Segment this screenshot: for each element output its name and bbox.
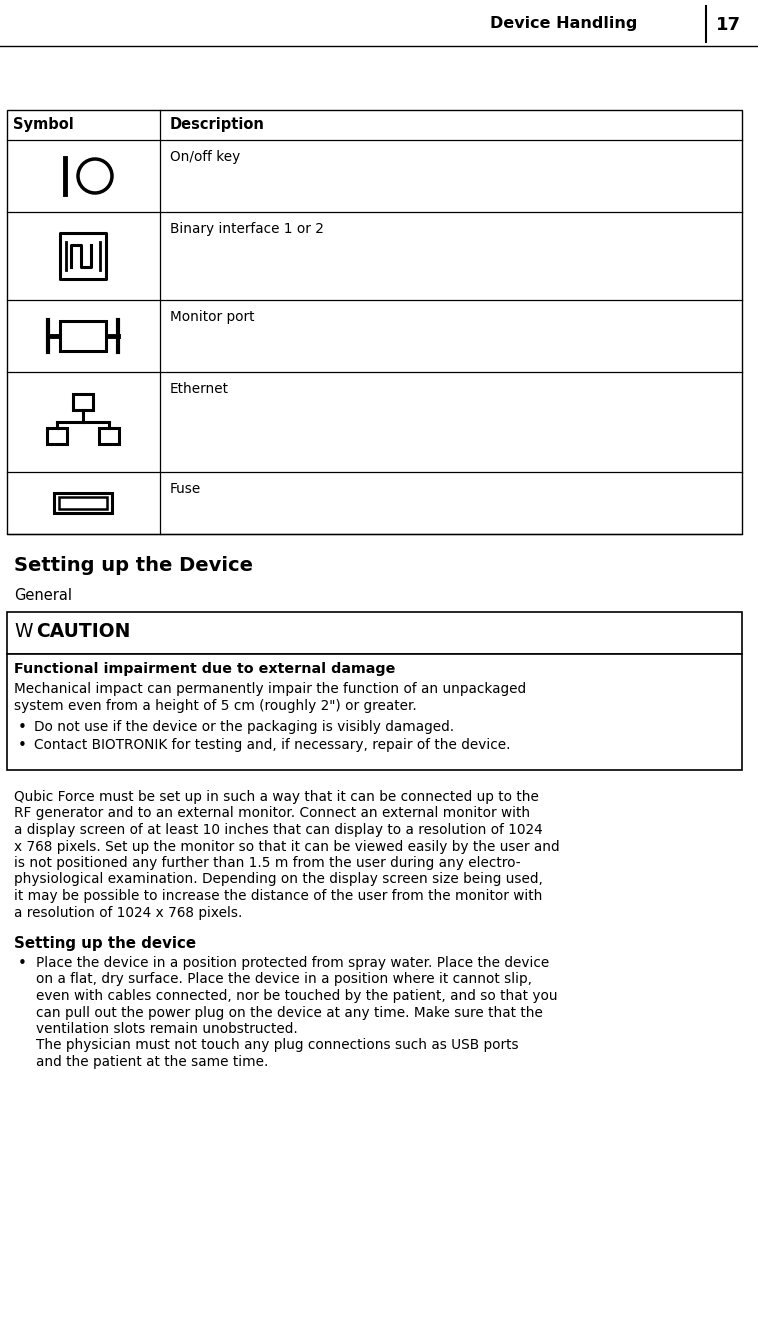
Bar — [99, 428, 119, 444]
Text: Ethernet: Ethernet — [170, 382, 229, 396]
Text: Description: Description — [170, 117, 265, 132]
Text: and the patient at the same time.: and the patient at the same time. — [36, 1055, 268, 1069]
Text: Setting up the Device: Setting up the Device — [14, 556, 253, 575]
Text: Place the device in a position protected from spray water. Place the device: Place the device in a position protected… — [36, 957, 550, 970]
Text: ventilation slots remain unobstructed.: ventilation slots remain unobstructed. — [36, 1022, 298, 1036]
Text: 17: 17 — [716, 16, 741, 34]
Text: system even from a height of 5 cm (roughly 2") or greater.: system even from a height of 5 cm (rough… — [14, 700, 417, 713]
Bar — [73, 394, 93, 409]
Text: Binary interface 1 or 2: Binary interface 1 or 2 — [170, 223, 324, 236]
Text: a display screen of at least 10 inches that can display to a resolution of 1024: a display screen of at least 10 inches t… — [14, 823, 543, 837]
Bar — [7, 110, 742, 534]
Text: physiological examination. Depending on the display screen size being used,: physiological examination. Depending on … — [14, 872, 543, 886]
Text: CAUTION: CAUTION — [36, 621, 130, 641]
Bar — [60, 321, 106, 351]
Text: Monitor port: Monitor port — [170, 310, 255, 325]
Text: Setting up the device: Setting up the device — [14, 935, 196, 951]
Bar — [7, 612, 742, 655]
Bar — [47, 428, 67, 444]
Text: W: W — [14, 621, 33, 641]
Text: Fuse: Fuse — [170, 482, 202, 496]
Text: Symbol: Symbol — [13, 117, 74, 132]
Text: x 768 pixels. Set up the monitor so that it can be viewed easily by the user and: x 768 pixels. Set up the monitor so that… — [14, 840, 559, 853]
Bar — [59, 497, 107, 509]
Text: RF generator and to an external monitor. Connect an external monitor with: RF generator and to an external monitor.… — [14, 807, 530, 820]
Bar — [54, 493, 112, 513]
Text: Qubic Force must be set up in such a way that it can be connected up to the: Qubic Force must be set up in such a way… — [14, 790, 539, 804]
Bar — [60, 233, 106, 280]
Text: Mechanical impact can permanently impair the function of an unpackaged: Mechanical impact can permanently impair… — [14, 682, 526, 697]
Text: it may be possible to increase the distance of the user from the monitor with: it may be possible to increase the dista… — [14, 889, 543, 904]
Text: •: • — [18, 957, 27, 971]
Text: On/off key: On/off key — [170, 150, 240, 164]
Text: even with cables connected, nor be touched by the patient, and so that you: even with cables connected, nor be touch… — [36, 988, 557, 1003]
Text: The physician must not touch any plug connections such as USB ports: The physician must not touch any plug co… — [36, 1039, 518, 1052]
Text: Device Handling: Device Handling — [490, 16, 637, 30]
Text: •: • — [18, 738, 27, 753]
Text: Do not use if the device or the packaging is visibly damaged.: Do not use if the device or the packagin… — [34, 719, 454, 734]
Text: Functional impairment due to external damage: Functional impairment due to external da… — [14, 662, 396, 676]
Text: is not positioned any further than 1.5 m from the user during any electro-: is not positioned any further than 1.5 m… — [14, 856, 521, 871]
Text: •: • — [18, 719, 27, 734]
Bar — [7, 655, 742, 770]
Text: General: General — [14, 588, 72, 603]
Text: on a flat, dry surface. Place the device in a position where it cannot slip,: on a flat, dry surface. Place the device… — [36, 973, 532, 987]
Text: a resolution of 1024 x 768 pixels.: a resolution of 1024 x 768 pixels. — [14, 905, 243, 920]
Text: Contact BIOTRONIK for testing and, if necessary, repair of the device.: Contact BIOTRONIK for testing and, if ne… — [34, 738, 510, 753]
Text: can pull out the power plug on the device at any time. Make sure that the: can pull out the power plug on the devic… — [36, 1006, 543, 1019]
